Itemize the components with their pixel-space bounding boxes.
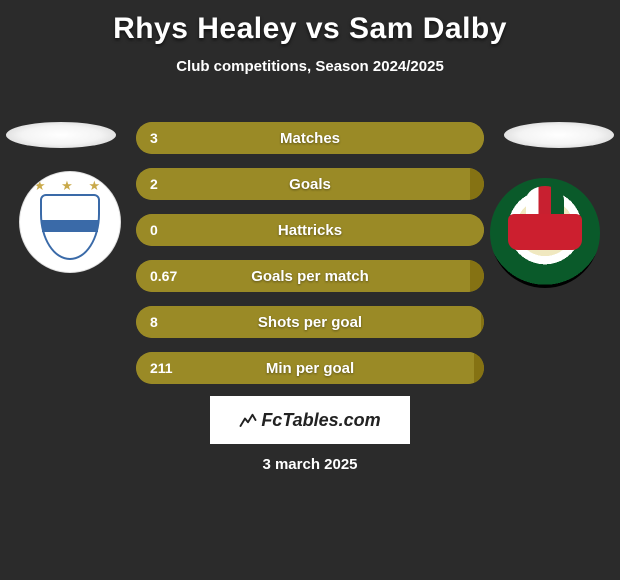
stat-label: Matches	[136, 122, 484, 154]
comparison-title: Rhys Healey vs Sam Dalby	[0, 0, 620, 46]
badge-dragon-icon	[508, 214, 582, 250]
brand-watermark: FcTables.com	[210, 396, 410, 444]
club-badge-right	[490, 178, 600, 288]
comparison-subtitle: Club competitions, Season 2024/2025	[0, 58, 620, 75]
stat-label: Shots per goal	[136, 306, 484, 338]
stat-bar: 8 Shots per goal	[136, 306, 484, 338]
generation-date: 3 march 2025	[0, 456, 620, 473]
stat-bar: 211 Min per goal	[136, 352, 484, 384]
player-platform-right	[504, 122, 614, 148]
badge-feathers-icon	[526, 186, 564, 214]
stat-bar: 3 Matches	[136, 122, 484, 154]
stat-label: Goals	[136, 168, 484, 200]
player-platform-left	[6, 122, 116, 148]
brand-text: FcTables.com	[261, 410, 380, 431]
badge-stars-icon: ★ ★ ★	[20, 178, 120, 194]
stat-bar: 0.67 Goals per match	[136, 260, 484, 292]
badge-shield-icon	[40, 194, 100, 260]
stats-bars: 3 Matches 2 Goals 0 Hattricks 0.67 Goals…	[136, 122, 484, 398]
club-badge-left: ★ ★ ★	[20, 172, 120, 272]
stat-label: Goals per match	[136, 260, 484, 292]
stat-label: Hattricks	[136, 214, 484, 246]
stat-bar: 0 Hattricks	[136, 214, 484, 246]
stat-label: Min per goal	[136, 352, 484, 384]
brand-logo-icon	[239, 411, 257, 429]
stat-bar: 2 Goals	[136, 168, 484, 200]
